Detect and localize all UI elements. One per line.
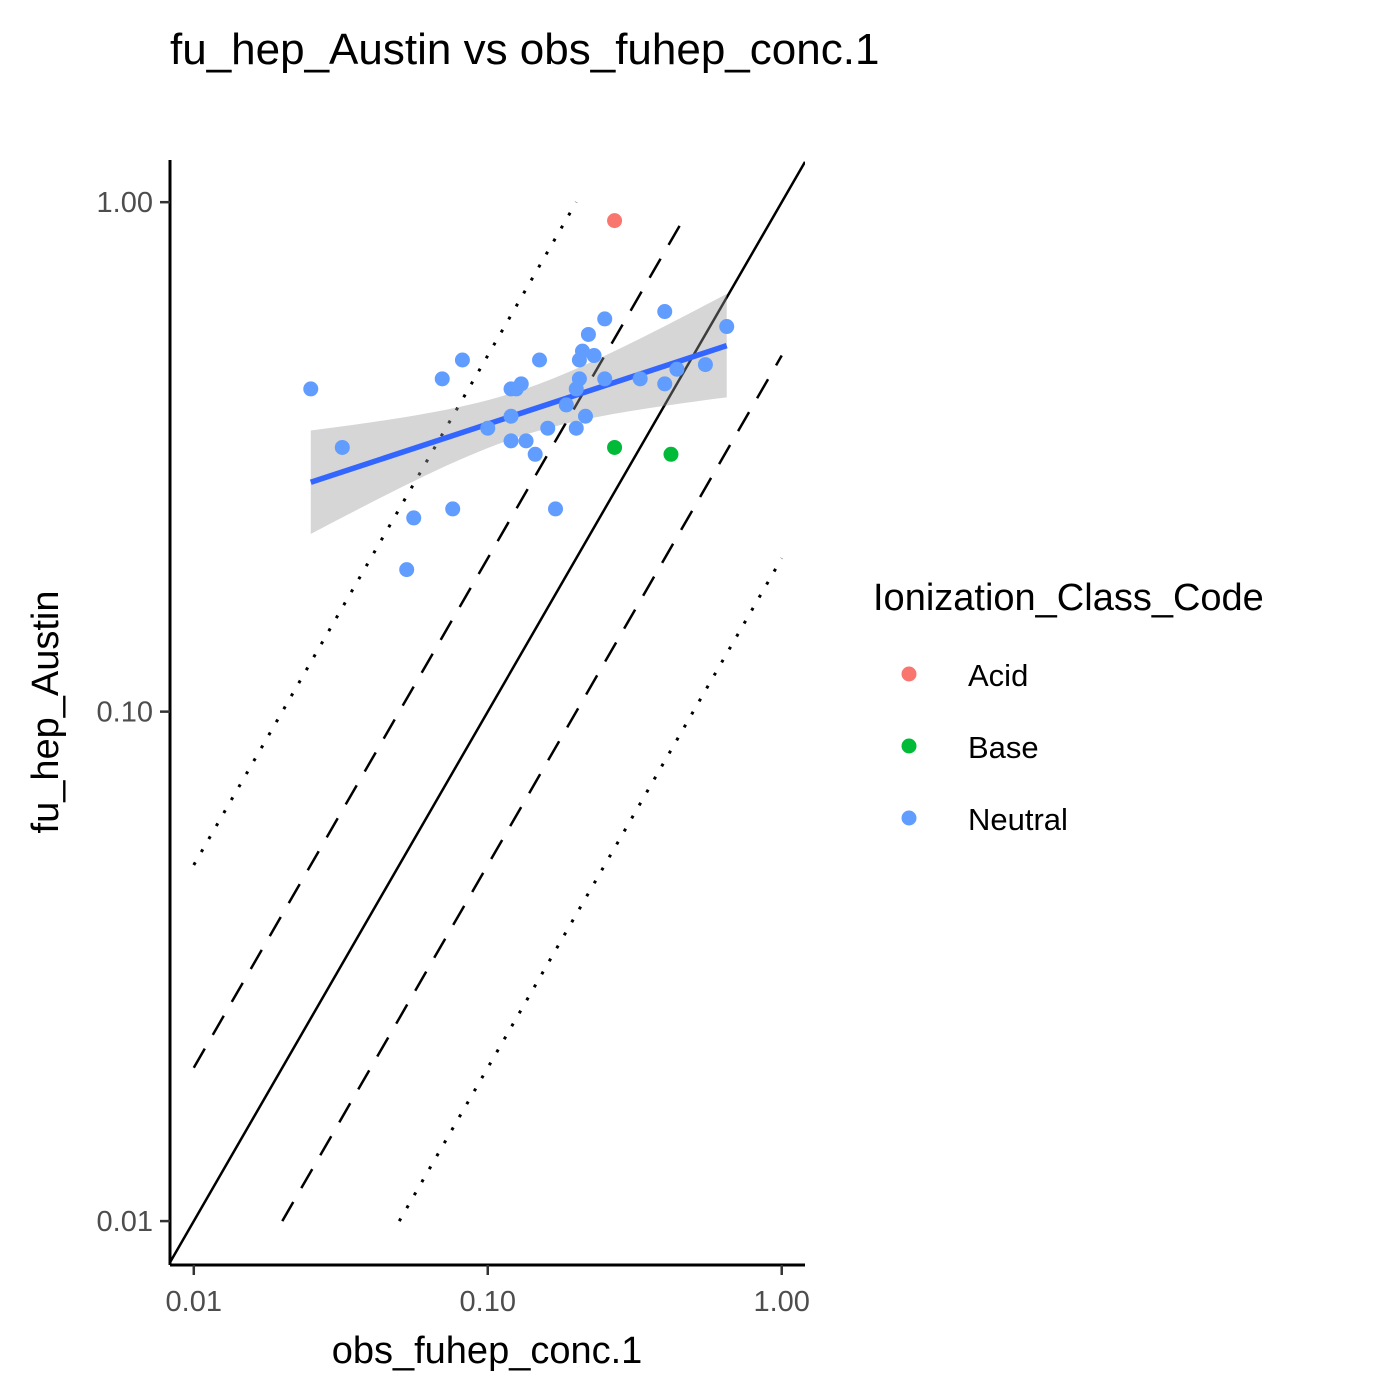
data-point-neutral [719, 319, 735, 335]
chart-title: fu_hep_Austin vs obs_fuhep_conc.1 [170, 25, 879, 74]
data-point-neutral [334, 439, 350, 455]
data-point-neutral [574, 343, 590, 359]
data-point-neutral [445, 501, 461, 517]
data-point-neutral [669, 361, 685, 377]
y-tick-label: 1.00 [97, 187, 153, 219]
x-axis-label: obs_fuhep_conc.1 [332, 1330, 643, 1372]
legend-key-base [901, 738, 917, 754]
data-point-neutral [548, 501, 564, 517]
data-point-neutral [697, 357, 713, 373]
data-point-neutral [540, 420, 556, 436]
data-point-neutral [527, 446, 543, 462]
reference-line-dashed [192, 224, 681, 1069]
legend-label-neutral: Neutral [968, 802, 1068, 837]
data-point-neutral [577, 408, 593, 424]
y-tick-label: 0.10 [97, 697, 153, 729]
data-point-acid [607, 213, 623, 229]
data-point-neutral [657, 304, 673, 320]
reference-line-solid [170, 161, 805, 1263]
x-tick-label: 0.10 [460, 1286, 516, 1318]
legend: Ionization_Class_Code Acid Base Neutral [873, 577, 1264, 837]
legend-title: Ionization_Class_Code [873, 577, 1264, 619]
data-point-neutral [303, 381, 319, 397]
data-points [303, 213, 735, 578]
y-axis-label: fu_hep_Austin [25, 591, 67, 834]
data-point-neutral [597, 371, 613, 387]
data-point-neutral [503, 408, 519, 424]
regression-line [309, 342, 728, 485]
reference-line-dashed [281, 354, 783, 1222]
y-axis-ticks: 0.01 0.10 1.00 [97, 187, 170, 1238]
data-point-neutral [571, 371, 587, 387]
data-point-neutral [480, 420, 496, 436]
data-point-neutral [513, 376, 529, 392]
data-point-base [663, 446, 679, 462]
data-point-neutral [568, 420, 584, 436]
x-axis-ticks: 0.01 0.10 1.00 [166, 1265, 810, 1318]
y-tick-label: 0.01 [97, 1206, 153, 1238]
data-point-neutral [657, 376, 673, 392]
data-point-neutral [399, 562, 415, 578]
data-point-neutral [597, 311, 613, 327]
data-point-neutral [406, 510, 422, 526]
data-point-neutral [518, 433, 534, 449]
data-point-neutral [632, 371, 648, 387]
data-point-neutral [454, 352, 470, 368]
data-point-neutral [558, 397, 574, 413]
data-point-base [607, 439, 623, 455]
legend-label-base: Base [968, 730, 1039, 765]
data-point-neutral [503, 433, 519, 449]
reference-line-dotted [192, 201, 578, 866]
data-point-neutral [580, 326, 596, 342]
x-tick-label: 0.01 [166, 1286, 222, 1318]
legend-key-acid [901, 666, 917, 682]
reference-lines [170, 161, 805, 1263]
data-point-neutral [532, 352, 548, 368]
regression-line-layer [309, 342, 728, 485]
data-point-neutral [434, 371, 450, 387]
reference-line-dotted [397, 557, 784, 1222]
data-point-neutral [586, 348, 602, 364]
legend-label-acid: Acid [968, 658, 1028, 693]
legend-key-neutral [901, 810, 917, 826]
x-tick-label: 1.00 [753, 1286, 809, 1318]
